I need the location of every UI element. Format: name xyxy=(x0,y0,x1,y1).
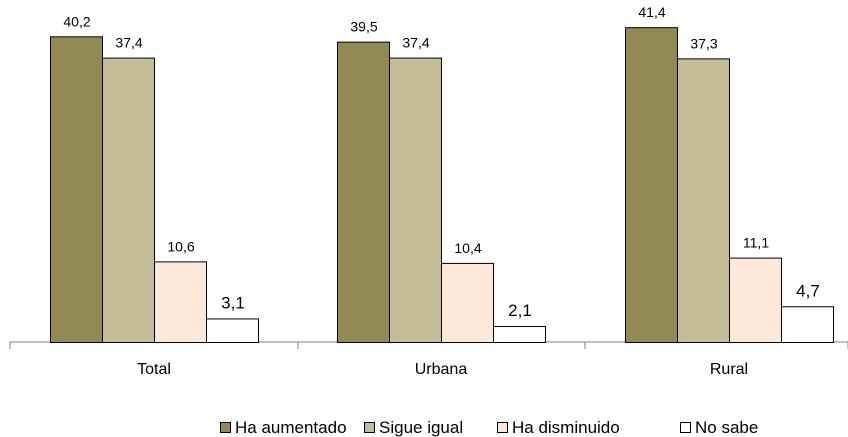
data-label-total-no-sabe: 3,1 xyxy=(221,293,245,312)
legend-swatch-ha-disminuido xyxy=(497,422,508,433)
bar-urbana-ha-aumentado xyxy=(337,41,390,343)
data-label-total-sigue-igual: 37,4 xyxy=(115,35,142,51)
data-label-rural-sigue-igual: 37,3 xyxy=(690,35,717,51)
legend: Ha aumentado Sigue igual Ha disminuido N… xyxy=(0,419,848,436)
bar-urbana-ha-disminuido xyxy=(441,262,494,343)
data-label-urbana-ha-aumentado: 39,5 xyxy=(350,19,377,35)
legend-label-sigue-igual: Sigue igual xyxy=(379,418,464,437)
bar-total-ha-disminuido xyxy=(154,261,207,344)
legend-item-no-sabe: No sabe xyxy=(680,419,758,436)
data-label-urbana-no-sabe: 2,1 xyxy=(508,301,532,320)
bar-urbana-sigue-igual xyxy=(389,57,442,344)
data-label-rural-ha-disminuido: 11,1 xyxy=(743,235,769,251)
legend-swatch-no-sabe xyxy=(680,422,691,433)
legend-item-ha-aumentado: Ha aumentado xyxy=(220,419,347,436)
data-label-urbana-ha-disminuido: 10,4 xyxy=(454,240,481,256)
category-label-urbana: Urbana xyxy=(415,361,468,378)
bar-total-ha-aumentado xyxy=(50,36,103,344)
legend-item-ha-disminuido: Ha disminuido xyxy=(497,419,620,436)
bar-urbana-no-sabe xyxy=(493,326,546,344)
bar-rural-no-sabe xyxy=(781,306,834,343)
bar-rural-ha-aumentado xyxy=(625,27,678,344)
bar-total-sigue-igual xyxy=(102,57,155,344)
legend-swatch-sigue-igual xyxy=(364,422,375,433)
data-label-total-ha-aumentado: 40,2 xyxy=(63,13,90,29)
data-label-rural-no-sabe: 4,7 xyxy=(796,281,820,300)
legend-swatch-ha-aumentado xyxy=(220,422,231,433)
legend-label-ha-disminuido: Ha disminuido xyxy=(512,418,620,437)
bar-rural-sigue-igual xyxy=(677,58,730,343)
category-label-total: Total xyxy=(137,361,171,378)
bar-rural-ha-disminuido xyxy=(729,257,782,343)
data-label-urbana-sigue-igual: 37,4 xyxy=(402,35,429,51)
data-label-total-ha-disminuido: 10,6 xyxy=(167,238,194,254)
legend-label-ha-aumentado: Ha aumentado xyxy=(235,418,347,437)
legend-item-sigue-igual: Sigue igual xyxy=(364,419,463,436)
bar-chart: 40,2 37,4 10,6 3,1 Total 39,5 37,4 10,4 2,1 Urban… xyxy=(9,4,848,378)
category-label-rural: Rural xyxy=(710,361,748,378)
legend-label-no-sabe: No sabe xyxy=(695,418,759,437)
bar-total-no-sabe xyxy=(206,318,259,343)
data-label-rural-ha-aumentado: 41,4 xyxy=(638,4,665,20)
